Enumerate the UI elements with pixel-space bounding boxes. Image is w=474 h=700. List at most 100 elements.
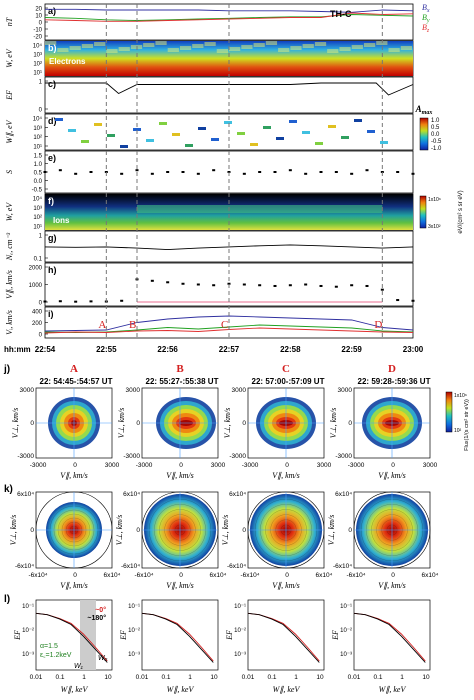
spectrogram-cell [314,42,327,46]
vdf-j-panel-C: C 22: 57:00-:57:09 UT -3000 0 3000 3000 0 -3000… [223,363,332,480]
colorbar-anisotropy-title: Amax [415,104,433,116]
row-l-tag: l) [4,594,10,605]
colorbar-vdf-bar [445,391,453,433]
vdf-j-xtick: 3000 [423,462,438,469]
ef-ytick: 10⁻³ [128,652,140,658]
scatter-point [365,169,369,172]
vdf-j-xlabel: V∥, km/s [60,471,88,480]
vdf-j-xlabel: V∥, km/s [378,471,406,480]
series-line-Bx [45,8,414,13]
vdf-k-ytick: 6x10⁴ [123,491,140,498]
vdf-j-ytick: 0 [242,420,246,427]
colorbar-anisotropy-tick: 0.5 [431,125,440,131]
scatter-point [380,288,384,291]
ef-xtick: 0.01 [348,674,361,681]
vdf-k-ytick: -6x10⁴ [121,563,140,570]
tick-label: 1.5 [34,154,43,160]
colorbar-anisotropy: Amax 1.00.50.0-0.5-1.0 [415,104,442,152]
scatter-point [304,172,308,175]
scatter-point [181,282,185,285]
spectrogram-cell [302,44,314,48]
ef-frame [353,599,431,671]
vdf-k-panel-2: -6x10⁴ 0 6x10⁴ 6x10⁴ 0 -6x10⁴ V∥, km/s V⊥, km/s [221,491,333,590]
tick-label: 0 [39,21,43,27]
tick-label: 0.5 [34,171,43,177]
event-letter-A: A [98,319,106,331]
spacecraft-label: TH-C [330,9,352,19]
vdf-j-xtick: -3000 [242,462,259,469]
ef-xtick: 1 [400,674,404,681]
time-tick-22:55: 22:55 [96,345,117,354]
scatter-point [365,284,369,287]
tick-label: -10 [33,28,42,34]
vdf-j-ylabel: V⊥, km/s [223,408,232,439]
colorbar-ion-label: eV/(cm² s sr eV) [458,190,464,233]
spectrogram-cell [400,46,412,50]
ef-w2-label: W₂ [98,655,108,662]
panel-ylabel: S [5,170,14,174]
vdf-j-xtick: 3000 [317,462,332,469]
spectrogram-cell [179,46,192,50]
vdf-k-ytick: 0 [348,527,352,534]
panel-tag: i) [48,309,54,319]
tick-label: -20 [33,35,42,41]
scatter-point [242,283,246,286]
event-lines: A B C D [98,4,383,338]
ef-ytick: 10⁻³ [340,652,352,658]
spectrogram-cell [94,42,106,46]
panel-ylabel: W, eV [5,48,14,67]
ef-ytick: 10⁻¹ [22,604,34,610]
tick-label: 1 [39,234,43,240]
vdf-j-ylabel: V⊥, km/s [11,408,20,439]
spectrogram-cell [204,42,216,46]
ef-ylabel: EF [119,630,128,641]
vdf-k-ytick: 6x10⁴ [229,491,246,498]
panel-c: c) EF 1 0 [5,76,414,114]
tick-label: 400 [32,310,43,316]
ef-xtick: 0.01 [136,674,149,681]
anisotropy-cell [107,134,115,137]
vdf-k-xtick: 6x10⁴ [316,572,333,579]
colorbar-vdf-label: Flux(1/(s cm² str eV)) [464,399,470,451]
anisotropy-cell [341,136,349,139]
panel-g: g) Nₑ, cm⁻³ 1 0.1 [5,230,414,263]
vdf-k-ytick: 0 [242,527,246,534]
panel-ylabel: W∥, eV [5,119,14,143]
spectrogram-cell [278,48,290,52]
tick-label: 20 [35,7,42,13]
scatter-point [166,281,170,284]
spectrogram-cell [81,44,94,48]
panel-i: i) Vᵢ, km/s 400 200 0 [5,306,414,339]
vdf-j-panel-A: A 22: 54:45-:54:57 UT -3000 0 3000 3000 0 -3000… [11,363,120,480]
scatter-point [304,283,308,286]
legend-sub: x [426,8,430,14]
event-letter-C: C [221,319,228,331]
vdf-k-xlabel: V∥, km/s [60,581,88,590]
spectrogram-cell [167,48,179,52]
scatter-point [411,299,415,302]
scatter-point [58,169,62,172]
panel-e: e) S 1.5 1.0 0.5 0.0 -0.5 [5,150,415,194]
anisotropy-cell [172,133,180,136]
tick-label: 0.1 [34,257,43,263]
spectrogram-cell [155,41,167,45]
ef-panel-2: 0.01 0.1 1 10 10⁻¹ 10⁻² 10⁻³ W∥, keV EF [225,599,325,694]
row-j-tag: j) [3,364,10,375]
anisotropy-cell [68,129,76,132]
panel-ylabel: Nₑ, cm⁻³ [5,232,14,261]
scatter-point [43,171,47,173]
legend-By: By [422,13,430,24]
ef-ytick: 10⁻¹ [128,604,140,610]
row-l-ef-panels: l) 0.01 0.1 1 10 10⁻¹ 10⁻² 10⁻³ W∥, keV EF ~0°~180… [4,594,431,694]
ef-xtick: 0.1 [55,674,64,681]
ef-panel-3: 0.01 0.1 1 10 10⁻¹ 10⁻² 10⁻³ W∥, keV EF [331,599,431,694]
vdf-j-xtick: 0 [179,462,183,469]
vdf-k-xtick: 0 [285,572,289,579]
spectrogram-cell [241,45,253,49]
tick-label: 1.0 [34,162,43,168]
vdf-j-xlabel: V∥, km/s [272,471,300,480]
tick-label: 10⁴ [33,116,43,123]
ef-series-1 [141,612,214,663]
spectrogram-cell [216,49,228,53]
